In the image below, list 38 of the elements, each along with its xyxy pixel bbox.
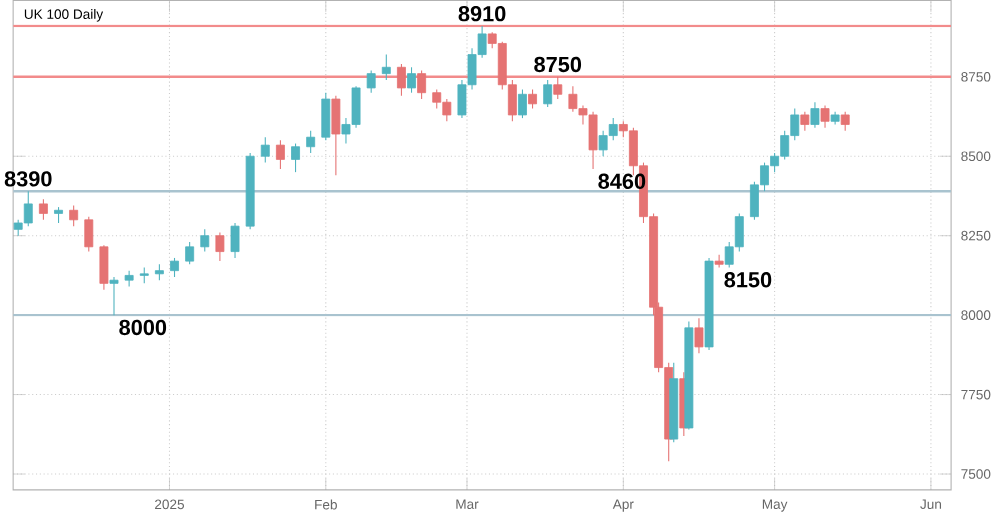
candlestick	[840, 110, 850, 131]
candlestick	[215, 231, 225, 262]
candlestick	[820, 104, 830, 128]
candlestick	[417, 69, 427, 100]
candlestick	[528, 88, 537, 109]
annotation: 8460	[598, 173, 646, 189]
candlestick	[99, 244, 109, 290]
annotation: 8390	[4, 170, 52, 187]
candlestick	[230, 222, 240, 259]
annotation: 8000	[119, 319, 167, 335]
candlestick	[38, 198, 48, 220]
candlestick	[381, 53, 391, 81]
candlestick	[109, 276, 119, 316]
candlestick	[170, 257, 179, 278]
candlestick	[810, 101, 820, 128]
candlestick	[260, 136, 270, 163]
candlestick	[331, 94, 341, 176]
candlestick	[518, 88, 527, 119]
candlestick	[543, 79, 553, 108]
candlestick	[407, 66, 416, 93]
candlestick	[275, 139, 285, 170]
annotation: 8910	[458, 5, 506, 21]
candlestick	[321, 91, 331, 141]
candlestick	[69, 204, 79, 227]
candlestick	[306, 129, 316, 154]
candlestick	[84, 215, 94, 252]
candlestick	[185, 241, 195, 265]
candlestick	[200, 228, 210, 252]
candlestick	[366, 69, 376, 93]
candlestick	[553, 75, 563, 100]
candlestick	[397, 63, 406, 97]
annotation: 8750	[534, 56, 582, 72]
candlestick	[714, 253, 724, 268]
candlestick	[694, 317, 704, 354]
candlestick	[124, 269, 134, 287]
candlestick	[291, 142, 300, 173]
candlestick	[800, 110, 810, 131]
annotation: 8150	[724, 271, 772, 288]
